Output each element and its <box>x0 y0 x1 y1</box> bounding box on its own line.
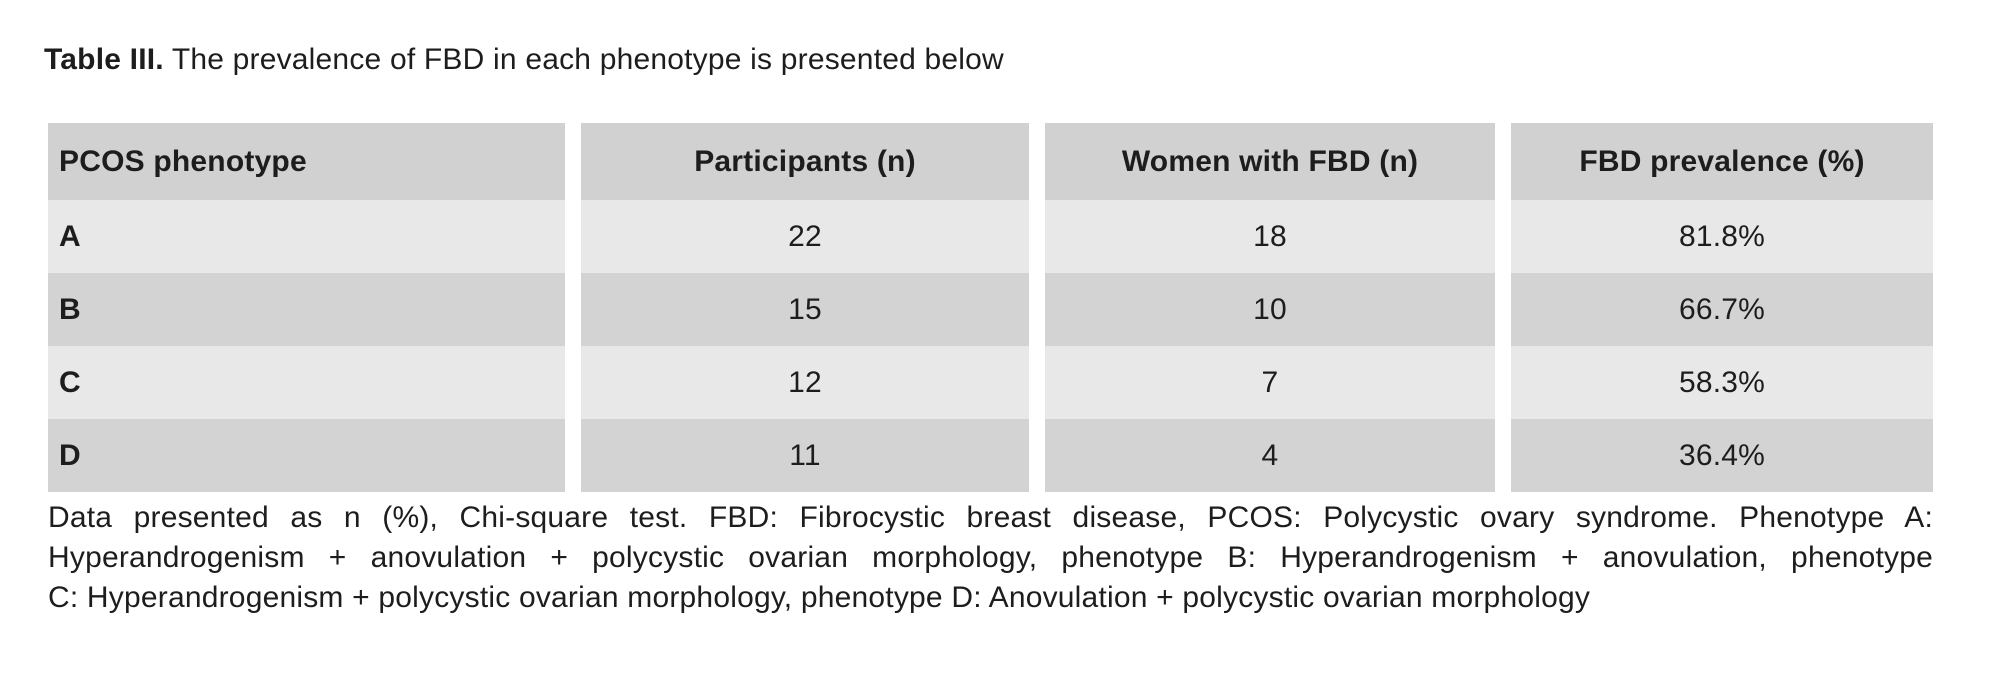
table-cell-women-with-fbd: 10 <box>1045 273 1495 346</box>
table-cell-phenotype: A <box>48 200 565 273</box>
column-header-women-with-fbd: Women with FBD (n) <box>1045 123 1495 200</box>
table-cell-women-with-fbd: 7 <box>1045 346 1495 419</box>
table-footnote: Data presented as n (%), Chi-square test… <box>48 498 1933 618</box>
table-cell-participants: 11 <box>581 419 1029 492</box>
table-cell-participants: 22 <box>581 200 1029 273</box>
footnote-line: Hyperandrogenism + anovulation + polycys… <box>48 541 1933 574</box>
column-header-pcos-phenotype: PCOS phenotype <box>48 123 565 200</box>
footnote-line: Data presented as n (%), Chi-square test… <box>48 501 1933 534</box>
table-cell-women-with-fbd: 4 <box>1045 419 1495 492</box>
table-cell-phenotype: D <box>48 419 565 492</box>
table-cell-participants: 12 <box>581 346 1029 419</box>
table-cell-participants: 15 <box>581 273 1029 346</box>
table-cell-prevalence: 66.7% <box>1511 273 1933 346</box>
table-cell-women-with-fbd: 18 <box>1045 200 1495 273</box>
table-cell-phenotype: B <box>48 273 565 346</box>
table-title: Table III. The prevalence of FBD in each … <box>44 42 1004 78</box>
prevalence-table: PCOS phenotype Participants (n) Women wi… <box>48 123 1933 492</box>
table-cell-prevalence: 58.3% <box>1511 346 1933 419</box>
footnote-line: C: Hyperandrogenism + polycystic ovarian… <box>48 581 1591 614</box>
table-cell-prevalence: 81.8% <box>1511 200 1933 273</box>
table-cell-prevalence: 36.4% <box>1511 419 1933 492</box>
column-header-participants: Participants (n) <box>581 123 1029 200</box>
table-cell-phenotype: C <box>48 346 565 419</box>
column-header-fbd-prevalence: FBD prevalence (%) <box>1511 123 1933 200</box>
table-title-label: Table III. <box>44 43 164 76</box>
table-title-text: The prevalence of FBD in each phenotype … <box>171 43 1004 76</box>
